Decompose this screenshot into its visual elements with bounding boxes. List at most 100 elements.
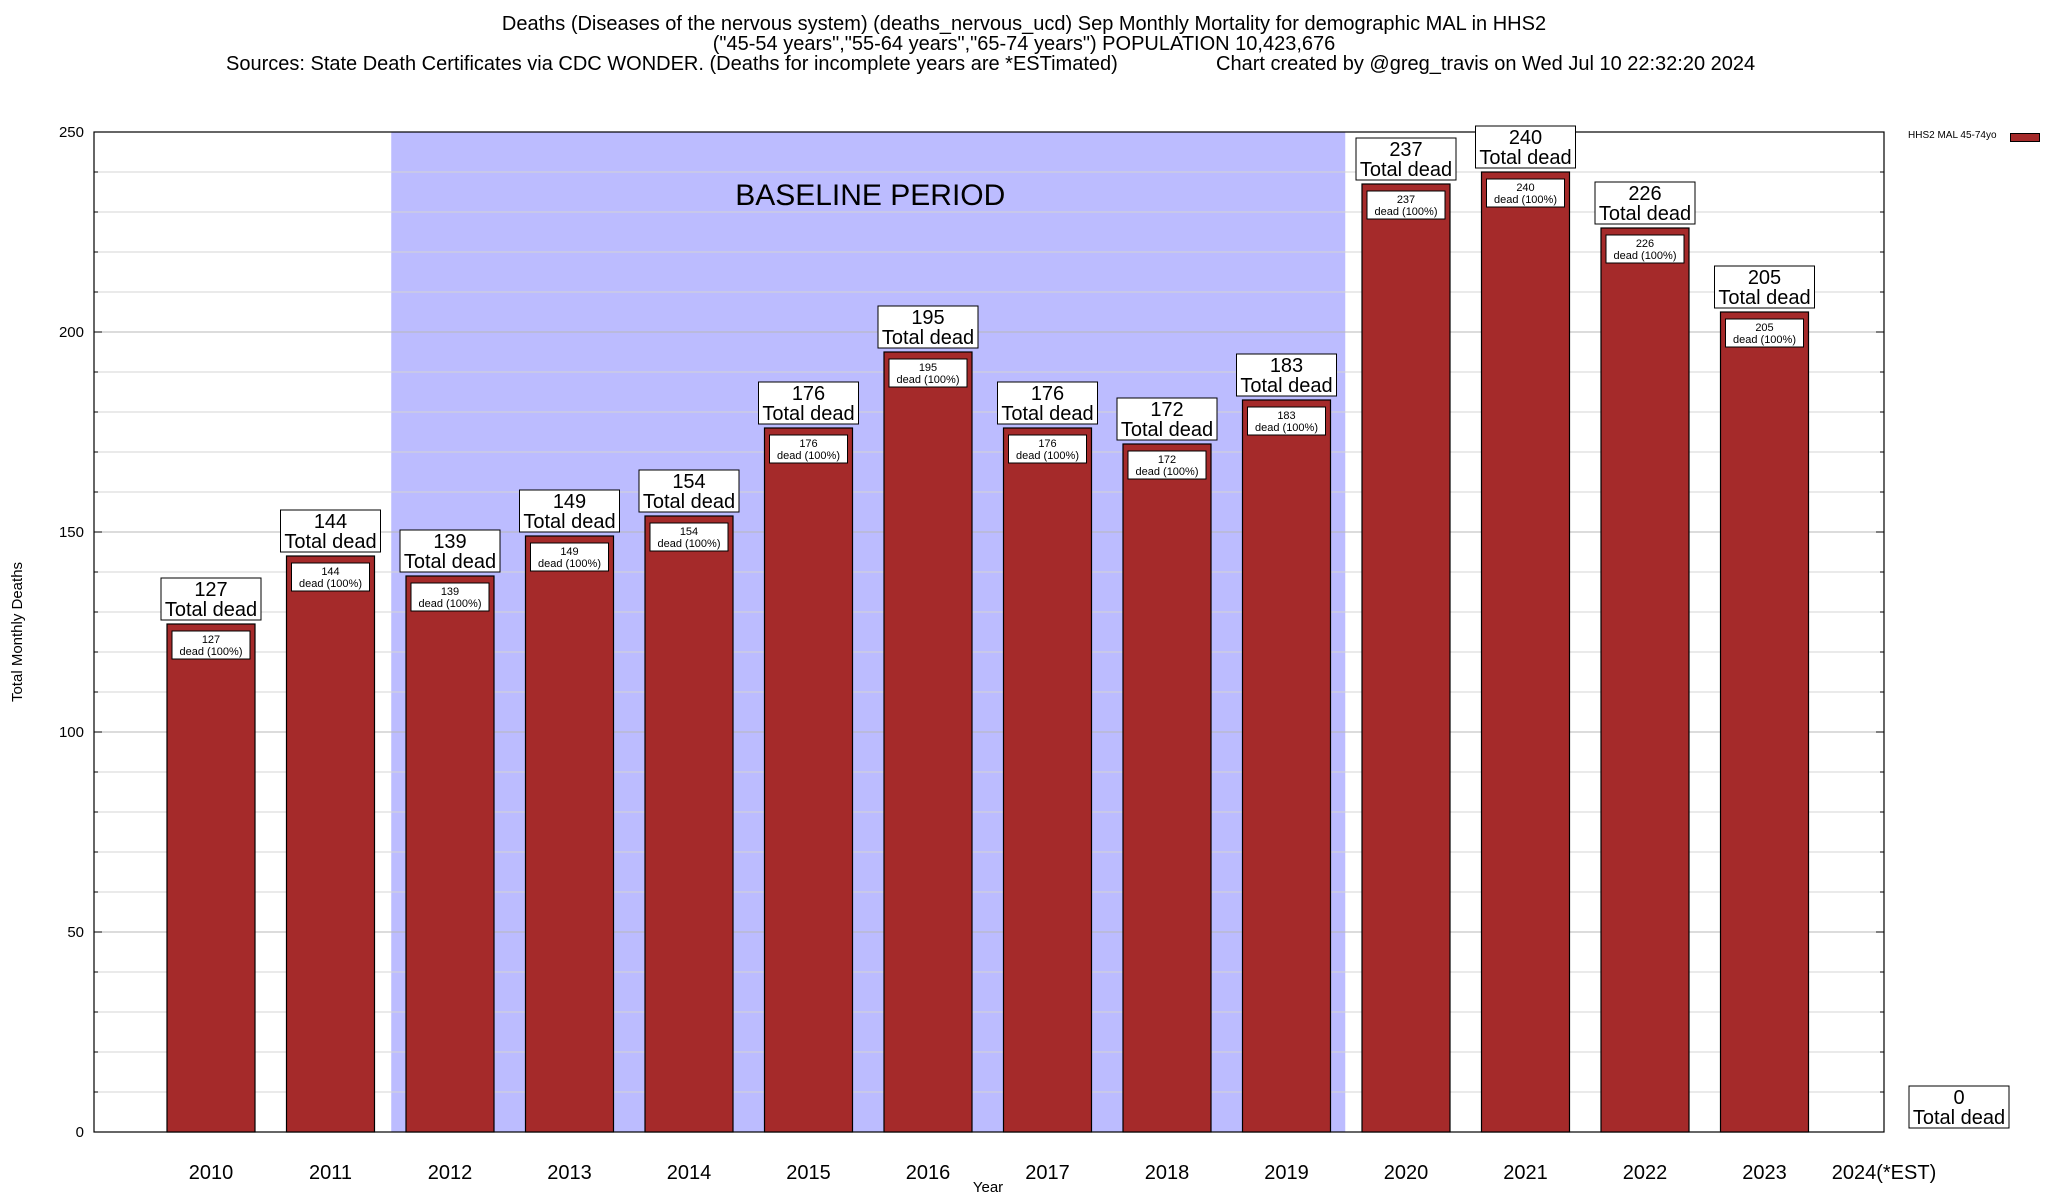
inner-label-value: 149: [560, 546, 578, 558]
total-label-text: Total dead: [284, 531, 376, 553]
total-label-text: Total dead: [882, 327, 974, 349]
bar: [285, 555, 376, 1133]
title-line-2: ("45-54 years","55-64 years","65-74 year…: [712, 33, 1336, 55]
y-tick-label: 250: [59, 124, 84, 141]
total-label-text: Total dead: [523, 511, 615, 533]
bar: [1719, 311, 1810, 1133]
bar: [405, 575, 495, 1133]
x-tick-label: 2012: [428, 1162, 473, 1184]
total-label-box: [1908, 1085, 2010, 1129]
inner-label-box: [769, 434, 848, 464]
bar: [1122, 443, 1212, 1133]
inner-label-text: dead (100%): [180, 646, 243, 658]
bar: [763, 427, 854, 1133]
total-label-text: Total dead: [1718, 287, 1810, 309]
inner-label-box: [1127, 450, 1207, 480]
inner-label-box: [1605, 234, 1685, 264]
total-label-text: Total dead: [1240, 375, 1332, 397]
chart-title: Deaths (Diseases of the nervous system) …: [0, 14, 2048, 134]
bar: [166, 623, 256, 1133]
inner-label-text: dead (100%): [897, 374, 960, 386]
inner-label-value: 240: [1516, 182, 1534, 194]
total-label-box: [877, 305, 979, 349]
total-label-text: Total dead: [1001, 403, 1093, 425]
inner-label-value: 176: [799, 438, 817, 450]
x-axis-label: Year: [973, 1179, 1003, 1196]
inner-label-value: 183: [1277, 410, 1295, 422]
y-axis-label: Total Monthly Deaths: [9, 562, 26, 702]
inner-label-box: [1725, 318, 1804, 348]
inner-label-box: [171, 630, 251, 660]
x-tick-label: 2018: [1145, 1162, 1190, 1184]
total-label-value: 237: [1389, 139, 1422, 161]
total-label-value: 127: [194, 579, 227, 601]
inner-label-box: [888, 358, 968, 388]
inner-label-value: 144: [321, 566, 339, 578]
inner-label-text: dead (100%): [1494, 194, 1557, 206]
inner-label-value: 195: [919, 362, 937, 374]
x-tick-label: 2011: [309, 1162, 352, 1184]
bar: [1361, 183, 1451, 1133]
total-label-text: Total dead: [762, 403, 854, 425]
inner-label-value: 237: [1397, 194, 1415, 206]
inner-label-text: dead (100%): [658, 538, 721, 550]
bar: [1241, 399, 1332, 1133]
legend-label: HHS2 MAL 45-74yo: [1908, 130, 1997, 141]
inner-label-text: dead (100%): [419, 598, 482, 610]
inner-label-value: 127: [202, 634, 220, 646]
total-label-box: [399, 529, 501, 573]
inner-label-box: [410, 582, 490, 612]
bar: [1600, 227, 1690, 1133]
x-tick-label: 2013: [547, 1162, 592, 1184]
x-tick-label: 2017: [1025, 1162, 1070, 1184]
inner-label-text: dead (100%): [299, 578, 362, 590]
total-label-value: 139: [433, 531, 466, 553]
bar: [1002, 427, 1093, 1133]
inner-label-box: [530, 542, 609, 572]
total-label-box: [1594, 181, 1696, 225]
total-label-text: Total dead: [1599, 203, 1691, 225]
total-label-box: [1475, 125, 1576, 169]
total-label-text: Total dead: [1360, 159, 1452, 181]
x-tick-label: 2024(*EST): [1832, 1162, 1937, 1184]
legend-swatch: [2010, 133, 2040, 142]
inner-label-value: 172: [1158, 454, 1176, 466]
total-label-box: [160, 577, 262, 621]
y-tick-label: 50: [67, 924, 84, 941]
x-tick-label: 2021: [1503, 1162, 1548, 1184]
inner-label-value: 176: [1038, 438, 1056, 450]
total-label-box: [638, 469, 740, 513]
inner-label-text: dead (100%): [1016, 450, 1079, 462]
x-tick-label: 2019: [1264, 1162, 1309, 1184]
baseline-label: BASELINE PERIOD: [735, 179, 1005, 212]
x-tick-label: 2016: [906, 1162, 951, 1184]
y-tick-label: 200: [59, 324, 84, 341]
x-tick-label: 2015: [786, 1162, 831, 1184]
total-label-value: 195: [911, 307, 944, 329]
inner-label-text: dead (100%): [777, 450, 840, 462]
source-text: Sources: State Death Certificates via CD…: [226, 53, 1118, 75]
inner-label-text: dead (100%): [1255, 422, 1318, 434]
total-label-value: 205: [1748, 267, 1781, 289]
x-tick-label: 2022: [1623, 1162, 1668, 1184]
total-label-text: Total dead: [643, 491, 735, 513]
bar: [644, 515, 734, 1133]
total-label-box: [1116, 397, 1218, 441]
credit-text: Chart created by @greg_travis on Wed Jul…: [1216, 53, 1756, 75]
total-label-box: [519, 489, 620, 533]
x-tick-label: 2014: [667, 1162, 712, 1184]
total-label-box: [1355, 137, 1457, 181]
y-tick-label: 150: [59, 524, 84, 541]
inner-label-text: dead (100%): [1375, 206, 1438, 218]
total-label-text: Total dead: [1121, 419, 1213, 441]
x-tick-label: 2020: [1384, 1162, 1429, 1184]
title-line-1: Deaths (Diseases of the nervous system) …: [501, 13, 1547, 35]
inner-label-box: [649, 522, 729, 552]
total-label-box: [1714, 265, 1815, 309]
total-label-value: 240: [1509, 127, 1542, 149]
inner-label-value: 154: [680, 526, 698, 538]
total-label-value: 149: [553, 491, 586, 513]
inner-label-text: dead (100%): [1136, 466, 1199, 478]
total-label-value: 172: [1150, 399, 1183, 421]
